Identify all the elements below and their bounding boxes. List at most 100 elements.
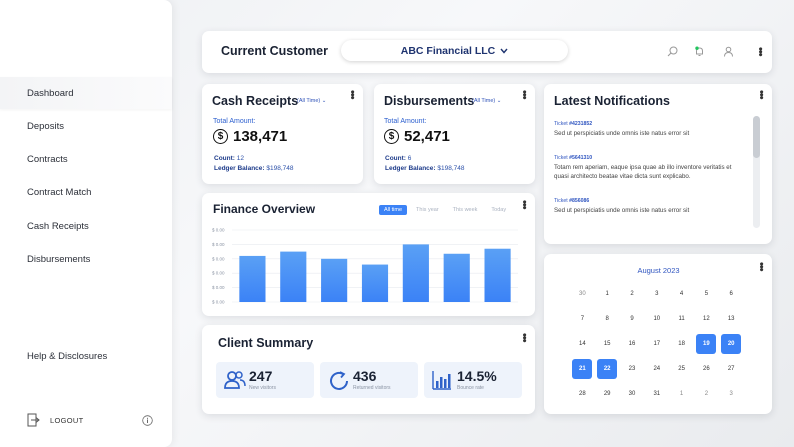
calendar-day[interactable]: 15 (595, 331, 620, 356)
calendar-day[interactable]: 10 (644, 306, 669, 331)
calendar-day[interactable]: 25 (669, 356, 694, 381)
calendar-day[interactable]: 30 (620, 381, 645, 406)
calendar-day-label: 9 (630, 315, 634, 322)
calendar-day[interactable]: 24 (644, 356, 669, 381)
chart-bar[interactable] (239, 255, 266, 302)
tab-all-time[interactable]: All time (379, 205, 408, 215)
calendar-day-label: 14 (579, 340, 586, 347)
calendar-day-selected[interactable]: 22 (595, 356, 620, 381)
calendar-day[interactable]: 18 (669, 331, 694, 356)
calendar-day[interactable]: 29 (595, 381, 620, 406)
notification-item[interactable]: Ticket #856086 Sed ut perspiciatis unde … (554, 198, 739, 216)
tab-this-week[interactable]: This week (452, 207, 478, 213)
calendar-day[interactable]: 26 (694, 356, 719, 381)
count-label: Count: (385, 155, 406, 162)
ledger-row: Ledger Balance: $198,748 (385, 165, 465, 172)
calendar-day[interactable]: 13 (719, 306, 744, 331)
calendar-day-label: 16 (628, 340, 636, 347)
chart-bar[interactable] (280, 251, 307, 302)
notifications-title: Latest Notifications (554, 94, 670, 108)
more-options-icon[interactable]: ••• (754, 47, 766, 56)
calendar-day[interactable]: 1 (595, 281, 620, 306)
ledger-value: $198,748 (266, 165, 294, 172)
notifications-scrollbar[interactable] (753, 116, 760, 228)
sidebar-item-deposits[interactable]: Deposits (0, 110, 172, 142)
logout-button[interactable]: LOGOUT (26, 413, 83, 427)
calendar-day[interactable]: 7 (570, 306, 595, 331)
calendar-day[interactable]: 1 (669, 381, 694, 406)
calendar-day[interactable]: 23 (620, 356, 645, 381)
sidebar-item-disbursements[interactable]: Disbursements (0, 243, 172, 275)
total-amount-value: 138,471 (233, 128, 288, 145)
calendar-day[interactable]: 30 (570, 281, 595, 306)
notification-ticket: Ticket #4231852 (554, 121, 739, 127)
user-icon[interactable] (723, 46, 734, 57)
calendar-day[interactable]: 3 (644, 281, 669, 306)
notification-item[interactable]: Ticket #5641310 Totam rem aperiam, eaque… (554, 155, 739, 182)
tab-today[interactable]: Today (491, 207, 507, 213)
calendar-day[interactable]: 17 (644, 331, 669, 356)
info-icon[interactable] (142, 415, 153, 426)
more-options-icon[interactable]: ••• (755, 262, 767, 271)
chart-bar[interactable] (484, 248, 511, 302)
finance-chart: $ 0.00 $ 0.00 $ 0.00 $ 0.00 $ 0.00 $ 0.00 (212, 228, 518, 305)
calendar-day[interactable]: 8 (595, 306, 620, 331)
calendar-day[interactable]: 16 (620, 331, 645, 356)
calendar-day[interactable]: 11 (669, 306, 694, 331)
bell-icon[interactable] (694, 46, 705, 57)
tab-this-year[interactable]: This year (416, 207, 439, 213)
calendar-day-label: 27 (727, 365, 735, 372)
calendar-day-selected[interactable]: 20 (719, 331, 744, 356)
calendar-day-label: 26 (703, 365, 710, 372)
chart-bar[interactable] (443, 253, 470, 302)
more-options-icon[interactable]: ••• (755, 90, 767, 99)
calendar-day-selected[interactable]: 21 (570, 356, 595, 381)
sidebar-item-dashboard[interactable]: Dashboard (0, 77, 172, 109)
calendar-day[interactable]: 27 (719, 356, 744, 381)
calendar-day-label: 22 (597, 358, 618, 379)
sidebar-item-help[interactable]: Help & Disclosures (0, 340, 172, 372)
time-range-tabs: All time This year This week Today (379, 205, 511, 215)
customer-select[interactable]: ABC Financial LLC (341, 40, 568, 61)
calendar-day-label: 4 (679, 290, 684, 297)
cash-receipts-filter[interactable]: (All Time) ⌄ (297, 98, 326, 104)
calendar-day[interactable]: 28 (570, 381, 595, 406)
logout-icon (27, 413, 40, 427)
calendar-day[interactable]: 9 (620, 306, 645, 331)
calendar-day-label: 21 (572, 358, 593, 379)
sidebar-item-label: Deposits (27, 120, 64, 132)
y-tick-label: $ 0.00 (212, 285, 225, 290)
calendar-day[interactable]: 14 (570, 331, 595, 356)
notification-item[interactable]: Ticket #4231852 Sed ut perspiciatis unde… (554, 121, 739, 139)
sidebar-item-contracts[interactable]: Contracts (0, 143, 172, 175)
count-row: Count: 6 (385, 155, 411, 162)
count-value: 12 (236, 155, 244, 162)
calendar-day[interactable]: 12 (694, 306, 719, 331)
sidebar-item-contract-match[interactable]: Contract Match (0, 176, 172, 208)
sidebar-item-cash-receipts[interactable]: Cash Receipts (0, 210, 172, 242)
chart-bar[interactable] (402, 244, 429, 302)
calendar-day[interactable]: 6 (719, 281, 744, 306)
ticket-number: #5641310 (569, 155, 593, 161)
more-options-icon[interactable]: ••• (518, 200, 530, 209)
calendar-day[interactable]: 2 (620, 281, 645, 306)
more-options-icon[interactable]: ••• (518, 333, 530, 342)
cash-receipts-card: Cash Receipts (All Time) ⌄ ••• Total Amo… (202, 84, 363, 184)
calendar-day[interactable]: 3 (719, 381, 744, 406)
calendar-day-label: 8 (605, 315, 609, 322)
bar-chart-icon (432, 371, 451, 390)
scrollbar-thumb[interactable] (753, 116, 760, 158)
calendar-day[interactable]: 2 (694, 381, 719, 406)
chart-bar[interactable] (321, 258, 348, 302)
calendar-day[interactable]: 5 (694, 281, 719, 306)
sidebar-item-label: Contract Match (27, 186, 92, 198)
calendar-day-selected[interactable]: 19 (694, 331, 719, 356)
calendar-day[interactable]: 31 (644, 381, 669, 406)
more-options-icon[interactable]: ••• (518, 90, 530, 99)
search-icon[interactable] (667, 46, 678, 57)
calendar-day[interactable]: 4 (669, 281, 694, 306)
ticket-label: Ticket (554, 198, 568, 204)
chart-bar[interactable] (361, 264, 389, 302)
disbursements-filter[interactable]: (All Time) ⌄ (472, 98, 501, 104)
more-options-icon[interactable]: ••• (346, 90, 358, 99)
